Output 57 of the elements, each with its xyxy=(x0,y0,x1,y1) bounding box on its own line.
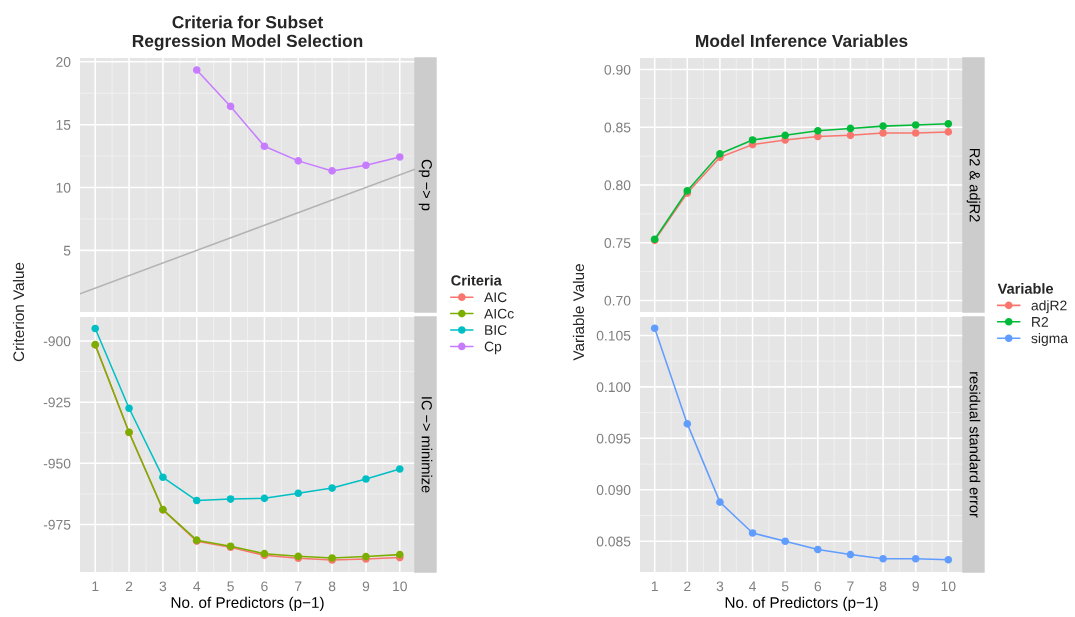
y-tick-label: 15 xyxy=(56,120,71,130)
x-tick-label: 8 xyxy=(879,581,887,592)
y-tick-label: 0.090 xyxy=(596,485,631,495)
x-tick-label: 10 xyxy=(393,581,407,592)
legend-label: R2 xyxy=(1032,316,1049,327)
x-tick-label: 2 xyxy=(684,581,691,592)
text: IC −> minimize xyxy=(421,397,433,493)
y-axis-title: Criterion Value xyxy=(12,262,25,362)
x-tick-label: 1 xyxy=(651,581,658,592)
x-axis-title: No. of Predictors (p−1) xyxy=(171,596,324,611)
y-axis-title: Variable Value xyxy=(572,264,585,361)
chart-title: Criteria for Subset Regression Model Selection xyxy=(132,15,363,51)
x-tick-label: 4 xyxy=(749,581,757,592)
x-tick-label: 6 xyxy=(261,581,268,592)
y-tick-label: 10 xyxy=(56,182,71,193)
y-tick-label: 0.085 xyxy=(596,536,631,547)
text: R2 & adjR2 xyxy=(966,148,981,222)
y-tick-label: 0.70 xyxy=(604,295,631,306)
text: Cp −> p xyxy=(418,159,432,211)
x-tick-label: 4 xyxy=(193,581,201,592)
x-tick-label: 2 xyxy=(125,581,133,592)
legend-label: AIC xyxy=(484,292,507,303)
y-tick-label: 0.80 xyxy=(604,180,631,191)
legend-label: sigma xyxy=(1031,333,1069,346)
y-tick-label: 5 xyxy=(63,245,71,256)
legend-label: adjR2 xyxy=(1031,300,1067,314)
x-tick-label: 5 xyxy=(227,581,234,592)
y-tick-label: 20 xyxy=(56,57,71,67)
x-tick-label: 1 xyxy=(92,581,99,592)
chart-title: Model Inference Variables xyxy=(696,34,908,48)
legend-label: Cp xyxy=(484,341,502,355)
x-tick-label: 7 xyxy=(847,581,854,592)
x-tick-label: 3 xyxy=(159,581,167,592)
text: residual standard error xyxy=(969,372,981,518)
x-tick-label: 9 xyxy=(362,581,370,592)
y-tick-label: 0.105 xyxy=(596,330,631,341)
x-tick-label: 6 xyxy=(814,581,822,592)
legend-title: Variable xyxy=(997,283,1054,294)
y-tick-label: 0.85 xyxy=(604,122,631,133)
legend-label: AICc xyxy=(484,308,514,319)
legend-label: BIC xyxy=(485,325,507,336)
x-tick-label: 9 xyxy=(912,581,919,592)
y-tick-label: -900 xyxy=(43,336,71,347)
y-tick-label: -975 xyxy=(43,519,71,530)
x-tick-label: 3 xyxy=(716,581,724,592)
y-tick-label: -950 xyxy=(43,458,71,469)
y-tick-label: 0.90 xyxy=(604,64,631,75)
y-tick-label: 0.75 xyxy=(604,238,631,248)
x-axis-title: No. of Predictors (p−1) xyxy=(725,596,878,611)
x-tick-label: 5 xyxy=(781,581,789,592)
y-tick-label: -925 xyxy=(43,397,71,408)
legend-title: Criteria xyxy=(451,274,502,286)
y-tick-label: 0.100 xyxy=(596,382,631,393)
x-tick-label: 10 xyxy=(941,581,956,592)
x-tick-label: 8 xyxy=(328,581,336,592)
y-tick-label: 0.095 xyxy=(596,433,631,444)
x-tick-label: 7 xyxy=(295,581,302,592)
